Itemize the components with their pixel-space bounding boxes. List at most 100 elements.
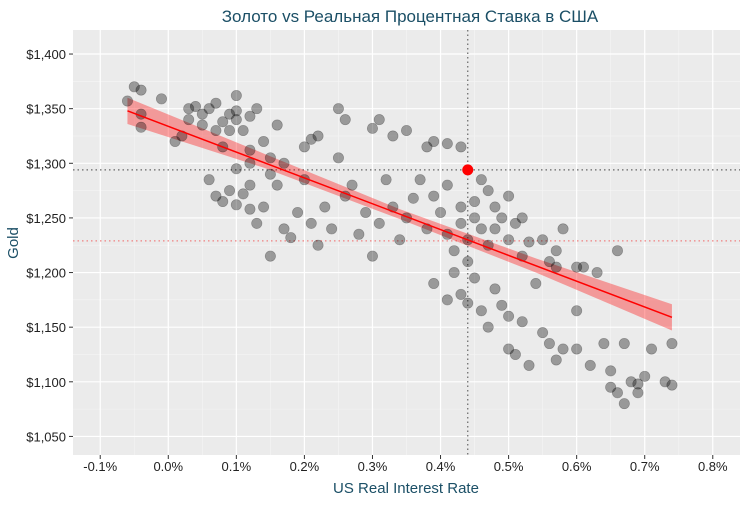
data-point bbox=[441, 294, 453, 306]
data-point bbox=[121, 95, 133, 107]
data-point bbox=[264, 152, 276, 164]
data-point bbox=[135, 121, 147, 133]
data-point bbox=[509, 348, 521, 360]
data-point bbox=[373, 114, 385, 126]
y-tick-label: $1,100 bbox=[26, 375, 66, 390]
data-point bbox=[230, 114, 242, 126]
x-tick-label: 0.2% bbox=[290, 459, 320, 474]
data-point bbox=[230, 163, 242, 175]
data-point bbox=[482, 321, 494, 333]
y-tick-label: $1,400 bbox=[26, 47, 66, 62]
y-tick-label: $1,200 bbox=[26, 266, 66, 281]
data-point bbox=[244, 179, 256, 191]
data-point bbox=[543, 338, 555, 350]
data-point bbox=[516, 250, 528, 262]
data-point bbox=[469, 212, 481, 224]
data-point bbox=[203, 174, 215, 186]
data-point bbox=[509, 217, 521, 229]
data-point bbox=[611, 245, 623, 257]
fit-line bbox=[127, 110, 673, 319]
data-point bbox=[455, 201, 467, 213]
data-point bbox=[210, 125, 222, 137]
data-point bbox=[183, 114, 195, 126]
data-point bbox=[305, 217, 317, 229]
data-point bbox=[224, 108, 236, 120]
data-point bbox=[441, 138, 453, 150]
data-point bbox=[543, 256, 555, 268]
x-tick-label: 0.7% bbox=[630, 459, 660, 474]
data-point bbox=[373, 217, 385, 229]
data-point bbox=[475, 305, 487, 317]
data-point bbox=[360, 206, 372, 218]
data-point bbox=[591, 267, 603, 279]
x-tick-label: 0.6% bbox=[562, 459, 592, 474]
y-tick-label: $1,250 bbox=[26, 211, 66, 226]
data-point bbox=[217, 116, 229, 128]
data-point bbox=[278, 223, 290, 235]
data-point bbox=[244, 144, 256, 156]
x-axis-ticks: -0.1% 0.0% 0.1% 0.2% 0.3% 0.4% 0.5% 0.6% 0.7% 0.8… bbox=[83, 455, 728, 474]
data-point bbox=[278, 157, 290, 169]
y-tick-label: $1,150 bbox=[26, 320, 66, 335]
data-point bbox=[196, 108, 208, 120]
data-point bbox=[210, 97, 222, 109]
data-point bbox=[550, 354, 562, 366]
data-point bbox=[264, 168, 276, 180]
data-point bbox=[489, 201, 501, 213]
data-point bbox=[530, 277, 542, 289]
data-point bbox=[319, 201, 331, 213]
data-point bbox=[332, 103, 344, 115]
data-point bbox=[292, 206, 304, 218]
data-point bbox=[237, 125, 249, 137]
x-axis-label: US Real Interest Rate bbox=[333, 480, 479, 497]
data-point bbox=[489, 223, 501, 235]
data-point bbox=[196, 119, 208, 131]
data-point bbox=[251, 217, 263, 229]
data-point bbox=[448, 245, 460, 257]
data-point bbox=[224, 125, 236, 137]
data-point bbox=[618, 398, 630, 410]
data-point bbox=[251, 103, 263, 115]
data-point bbox=[271, 179, 283, 191]
data-point bbox=[237, 188, 249, 200]
data-point bbox=[455, 217, 467, 229]
data-point bbox=[666, 338, 678, 350]
data-point bbox=[258, 135, 270, 147]
data-point bbox=[503, 343, 515, 355]
data-point bbox=[305, 133, 317, 145]
data-point bbox=[462, 256, 474, 268]
data-point bbox=[312, 130, 324, 142]
data-point bbox=[571, 343, 583, 355]
data-point bbox=[550, 245, 562, 257]
data-point bbox=[557, 343, 569, 355]
data-point bbox=[155, 93, 167, 105]
data-point bbox=[285, 232, 297, 244]
data-point bbox=[516, 212, 528, 224]
x-tick-label: 0.4% bbox=[426, 459, 456, 474]
data-point bbox=[598, 338, 610, 350]
data-point bbox=[537, 234, 549, 246]
highlight-point bbox=[462, 164, 474, 176]
data-point bbox=[244, 110, 256, 122]
data-point bbox=[659, 376, 671, 388]
chart-title: Золото vs Реальная Процентная Ставка в С… bbox=[222, 7, 599, 26]
y-tick-label: $1,350 bbox=[26, 102, 66, 117]
data-point bbox=[353, 228, 365, 240]
data-point bbox=[183, 103, 195, 115]
data-point bbox=[366, 250, 378, 262]
data-point bbox=[577, 261, 589, 273]
data-point bbox=[611, 387, 623, 399]
data-point bbox=[190, 100, 202, 112]
data-point bbox=[203, 103, 215, 115]
data-point bbox=[366, 122, 378, 134]
data-point bbox=[230, 199, 242, 211]
data-point bbox=[475, 223, 487, 235]
data-point bbox=[128, 81, 140, 93]
data-point bbox=[550, 261, 562, 273]
data-point bbox=[475, 174, 487, 186]
data-point bbox=[421, 141, 433, 153]
data-point bbox=[462, 297, 474, 309]
data-point bbox=[400, 125, 412, 137]
x-tick-label: 0.8% bbox=[698, 459, 728, 474]
data-point bbox=[666, 379, 678, 391]
